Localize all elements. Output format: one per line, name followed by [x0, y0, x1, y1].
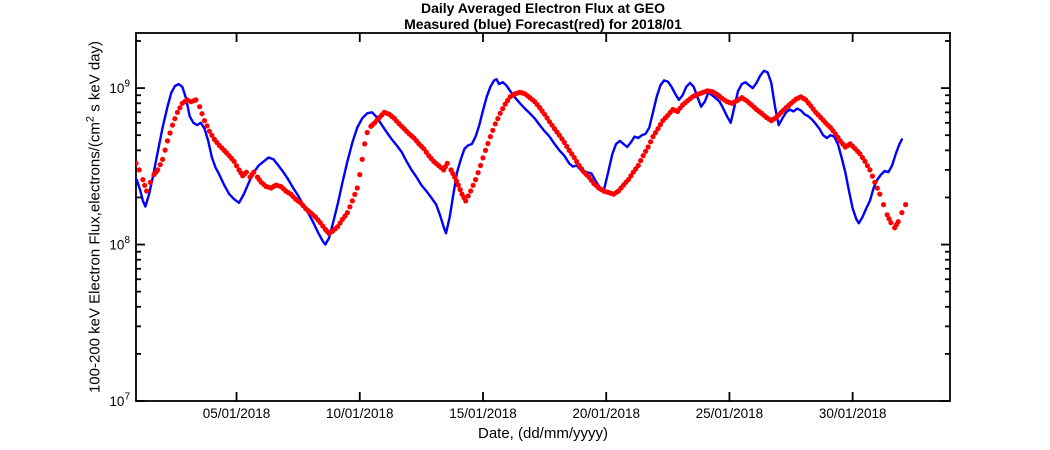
svg-text:30/01/2018: 30/01/2018 [819, 406, 887, 421]
svg-text:107: 107 [109, 392, 130, 410]
chart-title: Daily Averaged Electron Flux at GEO Meas… [404, 0, 682, 32]
y-axis-label: 100-200 keV Electron Flux,electrons/(cm2… [85, 41, 104, 393]
svg-text:109: 109 [109, 79, 130, 97]
svg-text:10/01/2018: 10/01/2018 [326, 406, 394, 421]
svg-text:05/01/2018: 05/01/2018 [203, 406, 271, 421]
svg-text:15/01/2018: 15/01/2018 [449, 406, 517, 421]
y-axis-label-suffix: s keV day) [86, 40, 104, 116]
y-axis-label-superscript: 2 [84, 115, 97, 123]
svg-text:20/01/2018: 20/01/2018 [572, 406, 640, 421]
y-axis-label-prefix: 100-200 keV Electron Flux,electrons/(cm [86, 122, 104, 394]
chart-title-line2: Measured (blue) Forecast(red) for 2018/0… [404, 15, 682, 32]
y-tick-labels: 107 108 109 [109, 79, 130, 409]
svg-text:25/01/2018: 25/01/2018 [696, 406, 764, 421]
chart-title-line1: Daily Averaged Electron Flux at GEO [420, 0, 666, 16]
series-measured-line [136, 69, 904, 246]
axes-box [135, 32, 951, 402]
x-axis-label: Date, (dd/mm/yyyy) [477, 425, 609, 442]
series-forecast-dots [136, 88, 909, 236]
axis-ticks [136, 33, 950, 402]
svg-text:108: 108 [109, 235, 130, 253]
x-tick-labels: 05/01/2018 10/01/2018 15/01/2018 20/01/2018… [203, 406, 887, 421]
